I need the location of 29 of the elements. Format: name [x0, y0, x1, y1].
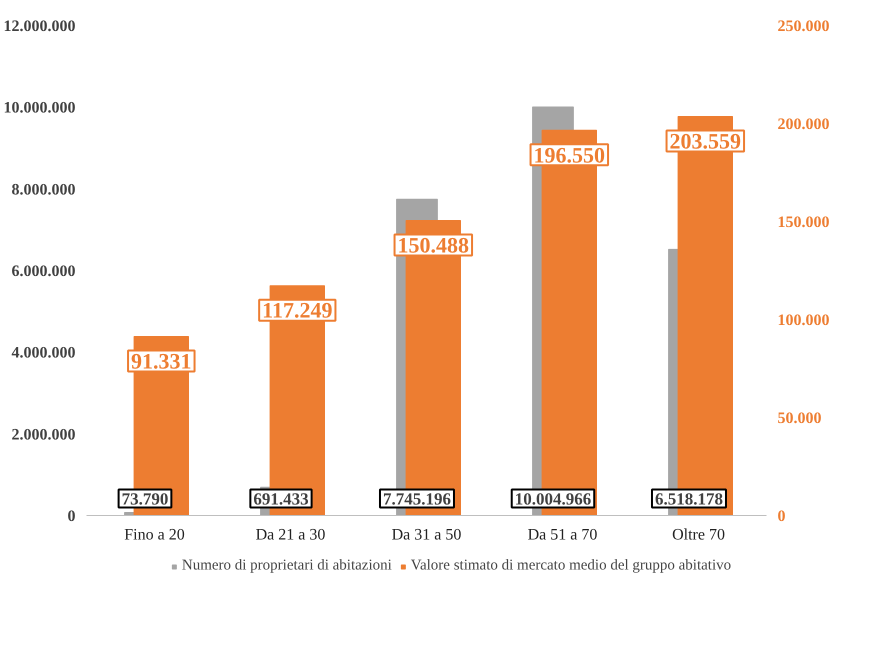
y-tick-label: 8.000.000: [12, 181, 76, 198]
y2-tick-label: 0: [778, 508, 786, 525]
x-tick-label: Da 51 a 70: [528, 526, 598, 544]
y-tick-label: 10.000.000: [4, 100, 76, 117]
y-tick-label: 0: [68, 508, 76, 525]
y2-tick-label: 250.000: [778, 18, 830, 35]
x-tick-label: Da 31 a 50: [392, 526, 462, 544]
data-label: 150.488: [398, 232, 470, 258]
y-tick-label: 12.000.000: [4, 18, 76, 35]
y-tick-label: 2.000.000: [12, 426, 76, 444]
y-tick-label: 6.000.000: [12, 263, 76, 280]
y2-tick-label: 150.000: [778, 214, 830, 231]
y2-tick-label: 100.000: [778, 312, 830, 329]
data-label: 196.550: [534, 142, 606, 168]
data-label: 6.518.178: [654, 490, 723, 508]
y-tick-label: 4.000.000: [12, 344, 76, 362]
data-label: 73.790: [122, 490, 168, 508]
data-label: 7.745.196: [382, 490, 451, 508]
y2-tick-label: 200.000: [778, 116, 830, 133]
data-label: 91.331: [131, 348, 192, 374]
data-label: 117.249: [262, 298, 332, 323]
data-label: 203.559: [670, 128, 742, 154]
legend-label: Valore stimato di mercato medio del gruppo abitativo: [410, 558, 732, 574]
x-tick-label: Oltre 70: [672, 526, 725, 544]
data-label: 10.004.966: [514, 490, 592, 508]
x-tick-label: Fino a 20: [124, 526, 185, 544]
x-tick-label: Da 21 a 30: [256, 526, 326, 544]
legend-label: Numero di proprietari di abitazioni: [182, 558, 392, 574]
y2-tick-label: 50.000: [778, 410, 822, 427]
